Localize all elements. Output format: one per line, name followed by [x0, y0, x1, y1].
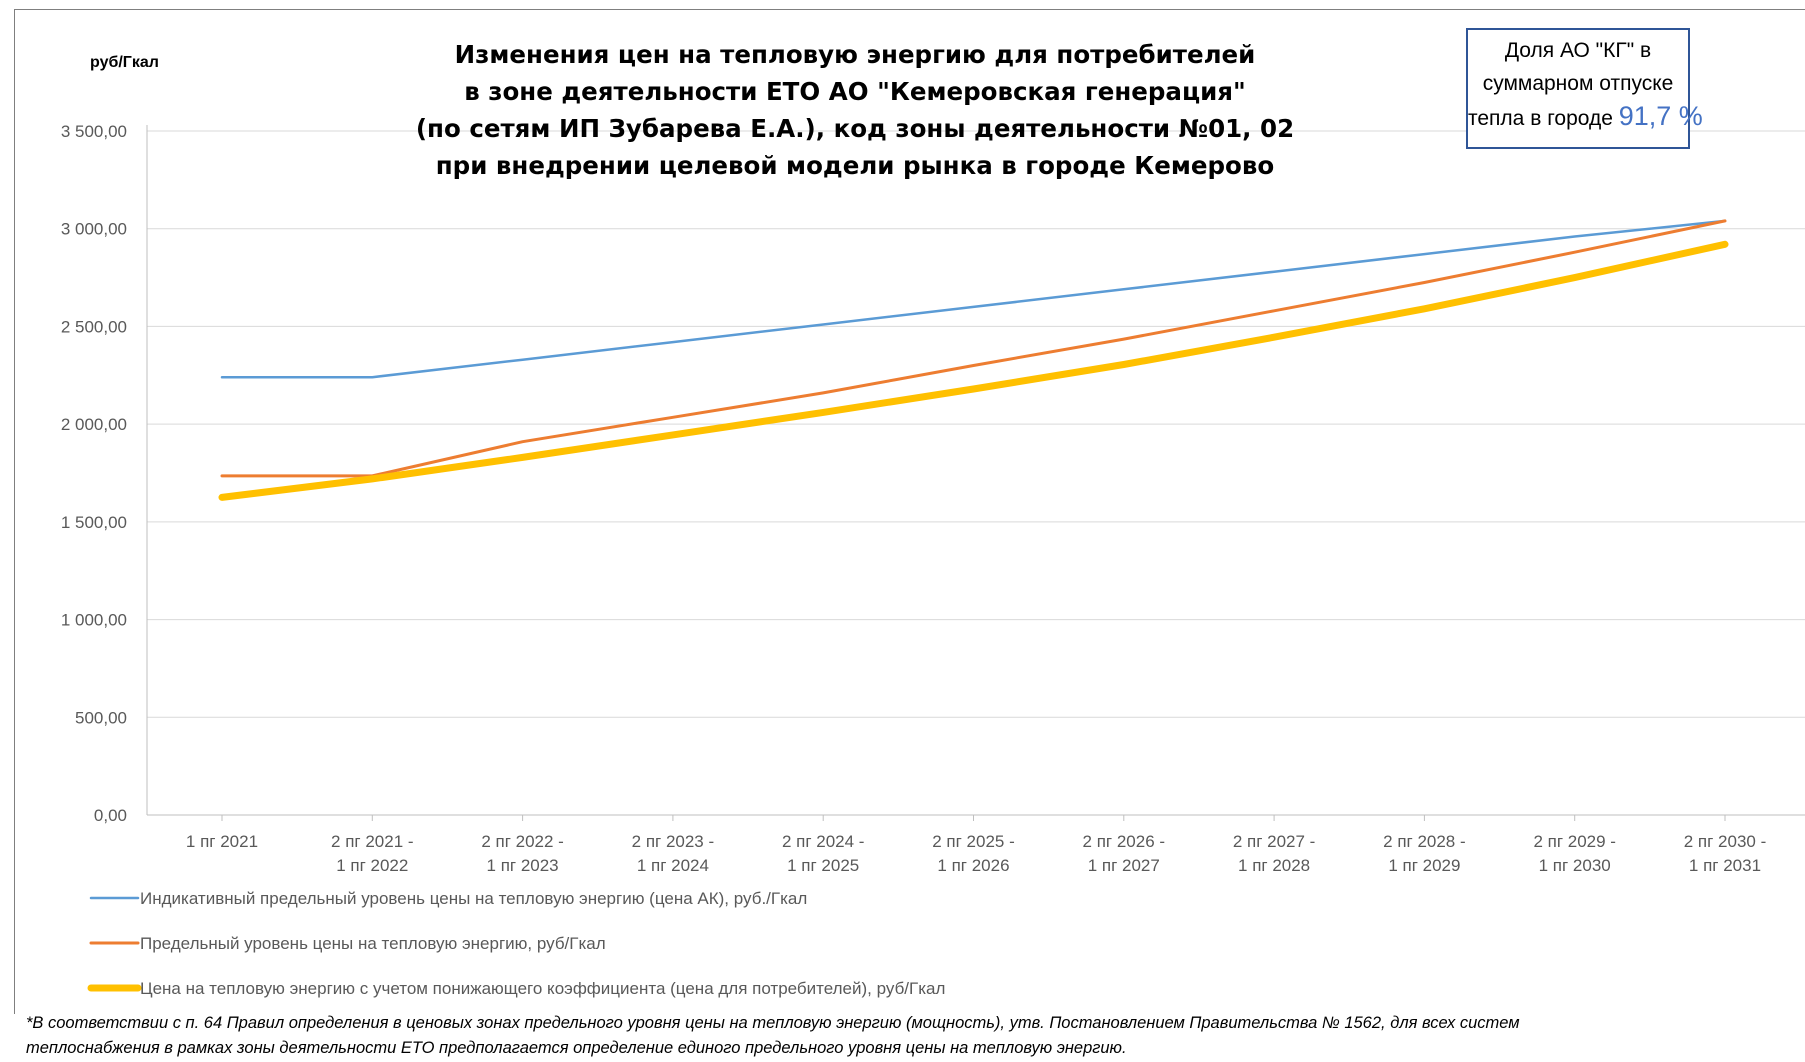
legend-label-2: Предельный уровень цены на тепловую энер… [140, 934, 606, 953]
y-tick-label: 3 500,00 [61, 122, 127, 141]
gridlines [147, 130, 1805, 718]
chart-title-line-1: Изменения цен на тепловую энергию для по… [454, 40, 1256, 69]
y-tick-label: 1 000,00 [61, 611, 127, 630]
footnote-line-1: *В соответствии с п. 64 Правил определен… [26, 1014, 1520, 1032]
x-tick-label: 2 пг 2025 - [932, 832, 1015, 851]
x-tick-label: 2 пг 2024 - [782, 832, 865, 851]
footnote: *В соответствии с п. 64 Правил определен… [26, 1011, 1796, 1061]
x-tick-label: 1 пг 2022 [336, 856, 408, 875]
info-box-line-2: суммарном отпуске [1482, 72, 1674, 95]
series-lines [218, 219, 1729, 501]
frame-top-border [14, 9, 1805, 10]
series-line-2 [220, 219, 1727, 478]
frame-left-border [14, 9, 15, 1014]
x-tick-label: 1 пг 2021 [186, 832, 258, 851]
x-tick-label: 1 пг 2031 [1689, 856, 1761, 875]
x-tick-label: 2 пг 2027 - [1233, 832, 1316, 851]
chart-title-line-2: в зоне деятельности ЕТО АО "Кемеровская … [464, 77, 1246, 106]
y-axis-unit-label: руб/Гкал [90, 54, 159, 71]
info-box-share-value: 91,7 % [1618, 101, 1703, 131]
info-box-line-3-prefix: тепла в городе [1468, 107, 1613, 130]
axes: руб/Гкал 0,00 500,00 1 000,00 1 500,00 2 000,… [61, 54, 1805, 875]
chart-title-line-4: при внедрении целевой модели рынка в гор… [435, 151, 1275, 180]
x-tick-label: 1 пг 2027 [1088, 856, 1160, 875]
x-tick-label: 2 пг 2028 - [1383, 832, 1466, 851]
legend-label-1: Индикативный предельный уровень цены на … [140, 889, 807, 908]
x-tick-label: 1 пг 2030 [1539, 856, 1611, 875]
x-tick-label: 1 пг 2029 [1388, 856, 1460, 875]
y-tick-label: 500,00 [75, 708, 127, 727]
y-tick-label: 1 500,00 [61, 513, 127, 532]
y-tick-label: 0,00 [94, 806, 127, 825]
x-tick-label: 1 пг 2028 [1238, 856, 1310, 875]
footnote-line-2: теплоснабжения в рамках зоны деятельност… [26, 1039, 1127, 1057]
x-tick-label: 1 пг 2026 [937, 856, 1009, 875]
x-tick-label: 2 пг 2026 - [1083, 832, 1166, 851]
legend-label-3: Цена на тепловую энергию с учетом понижа… [140, 979, 945, 998]
legend: Индикативный предельный уровень цены на … [87, 889, 945, 998]
info-box-line-1: Доля АО "КГ" в [1504, 39, 1652, 62]
chart-title: Изменения цен на тепловую энергию для по… [380, 36, 1330, 184]
y-tick-label: 2 500,00 [61, 317, 127, 336]
y-tick-label: 2 000,00 [61, 415, 127, 434]
x-tick-label: 1 пг 2024 [637, 856, 709, 875]
x-tick-label: 1 пг 2023 [487, 856, 559, 875]
x-tick-label: 1 пг 2025 [787, 856, 859, 875]
chart-title-line-3: (по сетям ИП Зубарева Е.А.), код зоны де… [415, 114, 1295, 143]
x-tick-label: 2 пг 2029 - [1533, 832, 1616, 851]
x-tick-label: 2 пг 2022 - [481, 832, 564, 851]
x-tick-label: 2 пг 2030 - [1684, 832, 1767, 851]
y-tick-label: 3 000,00 [61, 220, 127, 239]
series-line-1 [220, 219, 1727, 379]
x-tick-label: 2 пг 2021 - [331, 832, 414, 851]
plot-area: руб/Гкал 0,00 500,00 1 000,00 1 500,00 2 000,… [61, 54, 1805, 998]
x-tick-label: 2 пг 2023 - [632, 832, 715, 851]
info-box-line-3: тепла в городе 91,7 % [1468, 100, 1703, 135]
share-info-box: Доля АО "КГ" в суммарном отпуске тепла в… [1466, 28, 1703, 149]
